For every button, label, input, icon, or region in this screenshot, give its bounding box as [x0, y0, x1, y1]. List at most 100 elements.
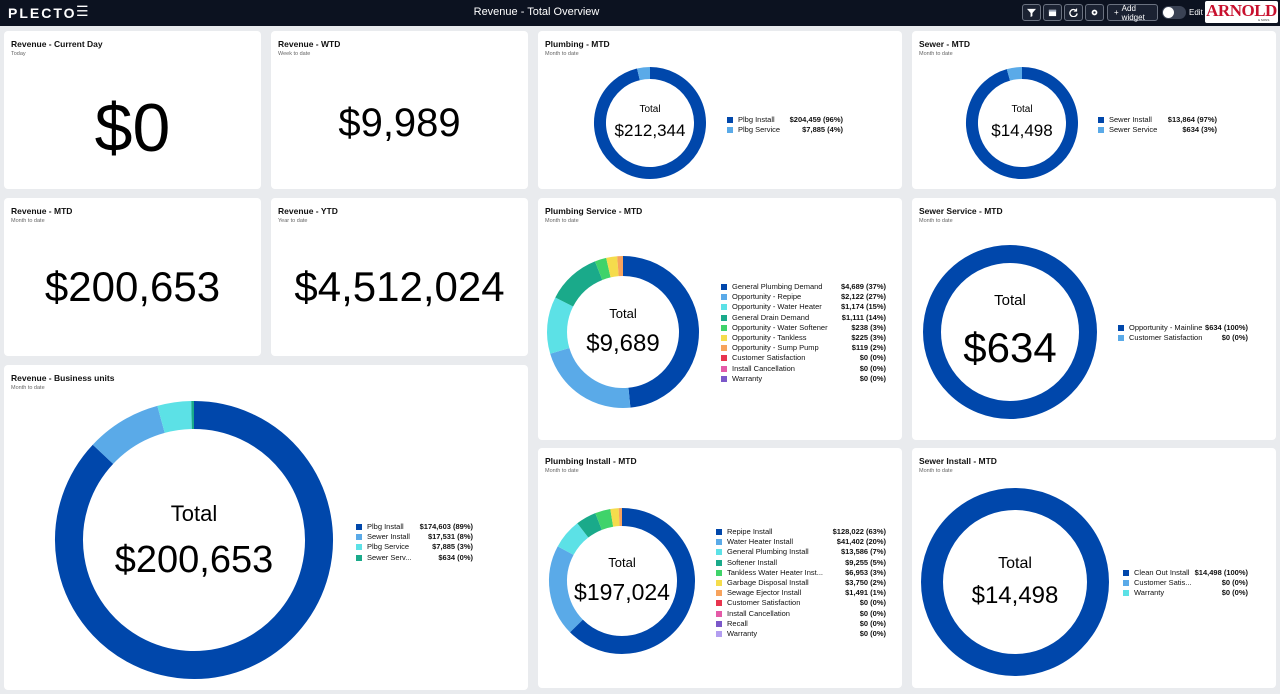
card-title: Sewer Install - MTD — [919, 456, 997, 466]
legend-value: $9,255 (5%) — [845, 557, 886, 567]
donut-slice[interactable] — [622, 256, 699, 408]
legend-label: Install Cancellation — [732, 363, 795, 373]
legend-item[interactable]: Customer Satisfaction $0 (0%) — [1118, 333, 1248, 343]
card-title: Revenue - MTD — [11, 206, 73, 216]
card-subtitle: Month to date — [919, 218, 953, 224]
legend-swatch — [721, 304, 727, 311]
donut-slice[interactable] — [606, 256, 619, 278]
donut-slice[interactable] — [577, 513, 603, 538]
legend-item[interactable]: General Plumbing Install $13,586 (7%) — [716, 547, 886, 557]
legend-item[interactable]: Plbg Install $204,459 (96%) — [727, 115, 843, 125]
legend-item[interactable]: Garbage Disposal Install $3,750 (2%) — [716, 578, 886, 588]
donut-slice[interactable] — [550, 347, 631, 408]
card-subtitle: Month to date — [11, 385, 45, 391]
kpi-value: $200,653 — [44, 263, 221, 310]
filter-button[interactable] — [1022, 4, 1041, 21]
sewer-mtd-widget: Sewer - MTD Month to date Total $14,498 Se… — [912, 31, 1276, 189]
donut-slice[interactable] — [92, 405, 166, 465]
brand-logo-subtitle: & SONS — [1258, 18, 1270, 22]
legend-swatch — [716, 600, 722, 607]
edit-label: Edit — [1189, 8, 1203, 17]
legend-item[interactable]: Warranty $0 (0%) — [716, 629, 886, 639]
legend-item[interactable]: Sewer Install $13,864 (97%) — [1098, 115, 1217, 125]
legend-item[interactable]: Clean Out Install $14,498 (100%) — [1123, 568, 1248, 578]
donut-slice[interactable] — [966, 67, 1078, 179]
donut-slice[interactable] — [547, 297, 574, 354]
donut-slice[interactable] — [595, 508, 614, 530]
legend-item[interactable]: Plbg Service $7,885 (4%) — [727, 125, 843, 135]
legend-item[interactable]: Repipe Install $128,022 (63%) — [716, 527, 886, 537]
add-widget-button[interactable]: + Add widget — [1107, 4, 1158, 22]
legend-item[interactable]: Warranty $0 (0%) — [721, 374, 886, 384]
donut-slice[interactable] — [610, 508, 620, 527]
donut-slice[interactable] — [921, 488, 1109, 676]
legend-item[interactable]: Recall $0 (0%) — [716, 619, 886, 629]
legend-item[interactable]: Opportunity - Sump Pump $119 (2%) — [721, 343, 886, 353]
legend-item[interactable]: Opportunity - Mainline $634 (100%) — [1118, 323, 1248, 333]
calendar-button[interactable] — [1043, 4, 1062, 21]
legend-item[interactable]: Opportunity - Water Heater $1,174 (15%) — [721, 302, 886, 312]
legend-swatch — [721, 294, 727, 301]
legend-swatch — [1118, 335, 1124, 342]
legend-label: Opportunity - Mainline — [1129, 323, 1203, 332]
legend-item[interactable]: Customer Satisfaction $0 (0%) — [716, 598, 886, 608]
donut-chart[interactable] — [914, 236, 1106, 428]
legend-item[interactable]: Customer Satis... $0 (0%) — [1123, 578, 1248, 588]
legend-item[interactable]: Water Heater Install $41,402 (20%) — [716, 537, 886, 547]
donut-slice[interactable] — [557, 523, 589, 556]
donut-chart[interactable] — [538, 246, 709, 418]
donut-total-label: Total — [639, 103, 661, 115]
donut-slice[interactable] — [594, 257, 611, 281]
menu-icon[interactable]: ☰ — [76, 3, 89, 19]
legend-value: $0 (0%) — [859, 608, 886, 618]
legend-item[interactable]: Warranty $0 (0%) — [1123, 588, 1248, 598]
donut-slice[interactable] — [157, 401, 193, 434]
donut-slice[interactable] — [923, 245, 1097, 419]
edit-toggle[interactable] — [1162, 6, 1186, 19]
legend-label: General Plumbing Demand — [732, 282, 823, 291]
donut-chart[interactable] — [960, 61, 1084, 185]
legend-item[interactable]: Customer Satisfaction $0 (0%) — [721, 353, 886, 363]
legend-item[interactable]: Opportunity - Repipe $2,122 (27%) — [721, 292, 886, 302]
donut-chart[interactable] — [912, 477, 1120, 687]
legend-item[interactable]: Opportunity - Tankless $225 (3%) — [721, 333, 886, 343]
donut-slice[interactable] — [555, 261, 603, 307]
refresh-button[interactable] — [1064, 4, 1083, 21]
kpi-card-current-day: Revenue - Current Day Today $0 — [4, 31, 261, 189]
chart-legend: Sewer Install $13,864 (97%) Sewer Service $… — [1098, 115, 1217, 135]
donut-slice[interactable] — [570, 508, 695, 654]
legend-item[interactable]: Plbg Install $174,603 (89%) — [356, 522, 473, 532]
settings-button[interactable] — [1085, 4, 1104, 21]
donut-slice[interactable] — [594, 67, 706, 179]
legend-swatch — [716, 610, 722, 617]
legend-item[interactable]: Install Cancellation $0 (0%) — [721, 364, 886, 374]
legend-item[interactable]: Sewer Serv... $634 (0%) — [356, 553, 473, 563]
card-subtitle: Month to date — [11, 218, 45, 224]
legend-swatch — [721, 365, 727, 372]
donut-slice[interactable] — [549, 546, 584, 633]
legend-item[interactable]: Softener Install $9,255 (5%) — [716, 558, 886, 568]
legend-value: $17,531 (8%) — [427, 532, 473, 542]
legend-swatch — [716, 549, 722, 556]
donut-chart[interactable] — [41, 387, 347, 690]
donut-chart[interactable] — [588, 61, 712, 185]
donut-slice[interactable] — [637, 67, 651, 81]
legend-value: $0 (0%) — [859, 353, 886, 363]
legend-item[interactable]: Tankless Water Heater Inst... $6,953 (3%) — [716, 568, 886, 578]
legend-item[interactable]: General Drain Demand $1,111 (14%) — [721, 313, 886, 323]
legend-item[interactable]: Install Cancellation $0 (0%) — [716, 609, 886, 619]
donut-slice[interactable] — [1006, 67, 1023, 81]
legend-item[interactable]: Plbg Service $7,885 (3%) — [356, 542, 473, 552]
legend-item[interactable]: Sewage Ejector Install $1,491 (1%) — [716, 588, 886, 598]
legend-item[interactable]: Opportunity - Water Softener $238 (3%) — [721, 323, 886, 333]
legend-value: $0 (0%) — [859, 628, 886, 638]
donut-chart[interactable] — [540, 499, 704, 663]
donut-slice[interactable] — [55, 401, 333, 679]
app-logo[interactable]: PLECTO — [8, 5, 77, 21]
kpi-card-mtd: Revenue - MTD Month to date $200,653 — [4, 198, 261, 356]
legend-item[interactable]: General Plumbing Demand $4,689 (37%) — [721, 282, 886, 292]
card-title: Plumbing Service - MTD — [545, 206, 643, 216]
legend-item[interactable]: Sewer Install $17,531 (8%) — [356, 532, 473, 542]
legend-swatch — [716, 559, 722, 566]
legend-item[interactable]: Sewer Service $634 (3%) — [1098, 125, 1217, 135]
